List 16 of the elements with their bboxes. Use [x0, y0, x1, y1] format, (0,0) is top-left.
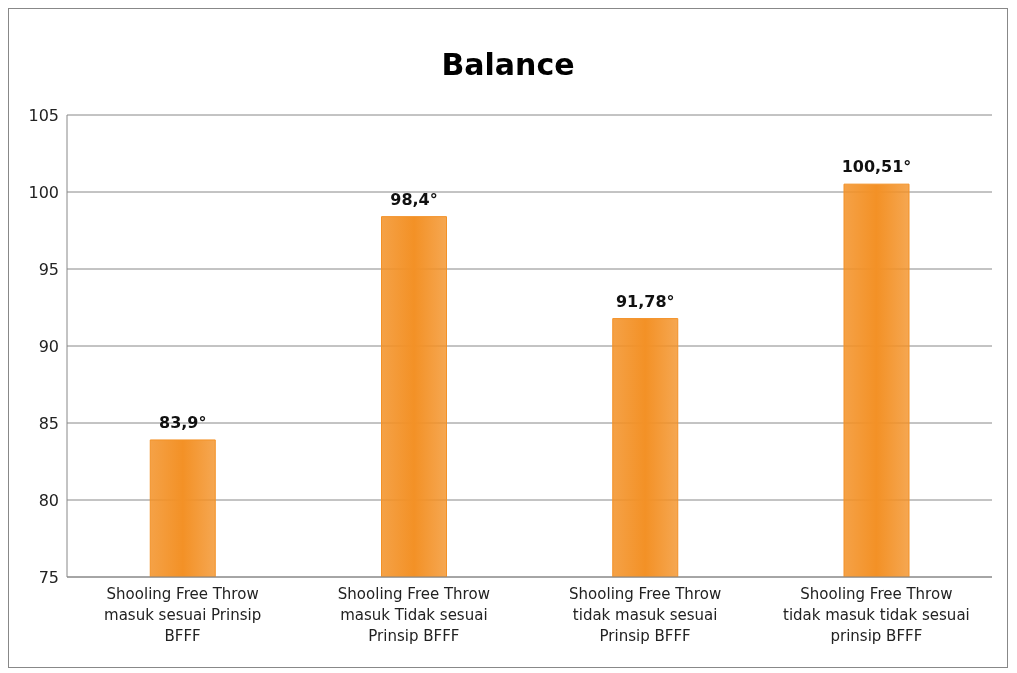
y-tick-label: 80 — [38, 490, 59, 510]
data-label: 83,9° — [159, 412, 207, 432]
chart-title: Balance — [440, 47, 576, 84]
y-tick-label: 100 — [28, 182, 59, 202]
y-tick-label: 105 — [28, 105, 59, 125]
data-label: 98,4° — [390, 189, 438, 209]
x-tick-label: Shooling Free Throw masuk sesuai Prinsip BFFF — [104, 585, 262, 645]
y-tick-label: 95 — [38, 259, 59, 279]
y-tick-label: 85 — [38, 413, 59, 433]
x-tick-label: Shooling Free Throw tidak masuk sesuai Prinsip BFFF — [569, 585, 722, 645]
y-tick-label: 75 — [38, 567, 59, 587]
data-label: 91,78° — [615, 291, 675, 311]
data-label: 100,51° — [841, 157, 912, 177]
y-tick-label: 90 — [38, 336, 59, 356]
x-tick-label: Shooling Free Throw masuk Tidak sesuai Prinsip BFFF — [337, 585, 490, 645]
x-tick-label: Shooling Free Throw tidak masuk tidak sesuai prinsip BFFF — [783, 585, 970, 645]
